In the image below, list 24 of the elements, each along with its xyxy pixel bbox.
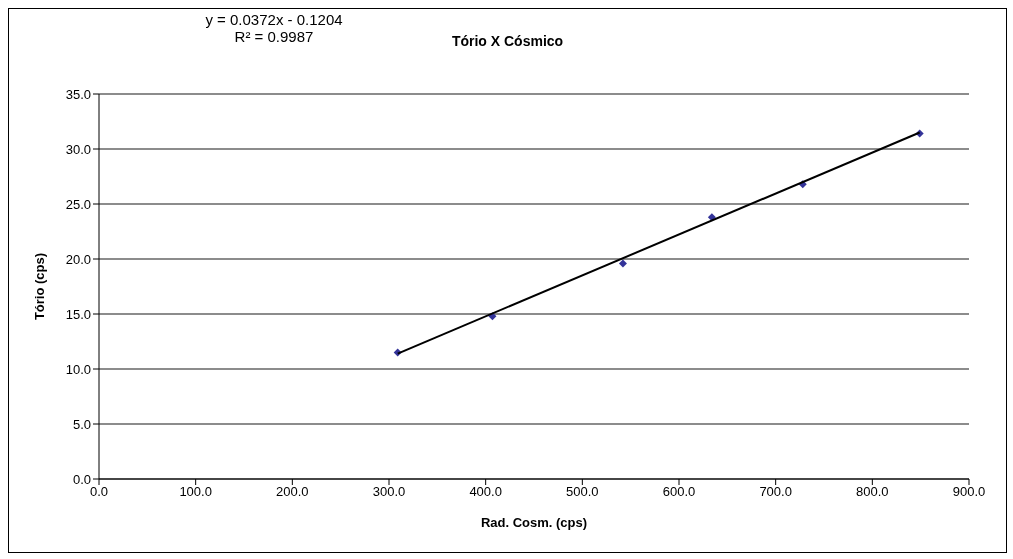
y-tick-label: 35.0 bbox=[65, 86, 91, 102]
x-tick-label: 800.0 bbox=[856, 484, 889, 500]
x-tick-label: 600.0 bbox=[662, 484, 696, 500]
x-tick-label: 300.0 bbox=[372, 484, 406, 500]
x-tick-label: 0.0 bbox=[89, 484, 109, 500]
y-tick-label: 20.0 bbox=[65, 251, 91, 267]
x-tick-label: 100.0 bbox=[179, 484, 212, 500]
text: R² = 0.9987 bbox=[233, 28, 315, 45]
y-tick-label: 10.0 bbox=[65, 361, 91, 377]
x-tick-label: 500.0 bbox=[566, 484, 599, 500]
x-tick-label: 200.0 bbox=[276, 484, 309, 500]
x-tick-label: 700.0 bbox=[759, 484, 792, 500]
y-tick-label: 25.0 bbox=[65, 196, 91, 212]
y-tick-label: 30.0 bbox=[65, 141, 91, 157]
x-axis-title: Rad. Cosm. (cps) bbox=[480, 515, 588, 530]
point bbox=[618, 259, 627, 268]
y-axis-title: Tório (cps) bbox=[31, 252, 47, 321]
y-tick-label: 0.0 bbox=[72, 471, 91, 487]
y-tick-label: 5.0 bbox=[72, 416, 91, 432]
x-tick-label: 900.0 bbox=[952, 484, 986, 500]
y-tick-label: 15.0 bbox=[65, 306, 91, 322]
text: y = 0.0372x - 0.1204 bbox=[204, 11, 344, 28]
chart-title: Tório X Cósmico bbox=[451, 33, 564, 49]
x-tick-label: 400.0 bbox=[469, 484, 502, 500]
